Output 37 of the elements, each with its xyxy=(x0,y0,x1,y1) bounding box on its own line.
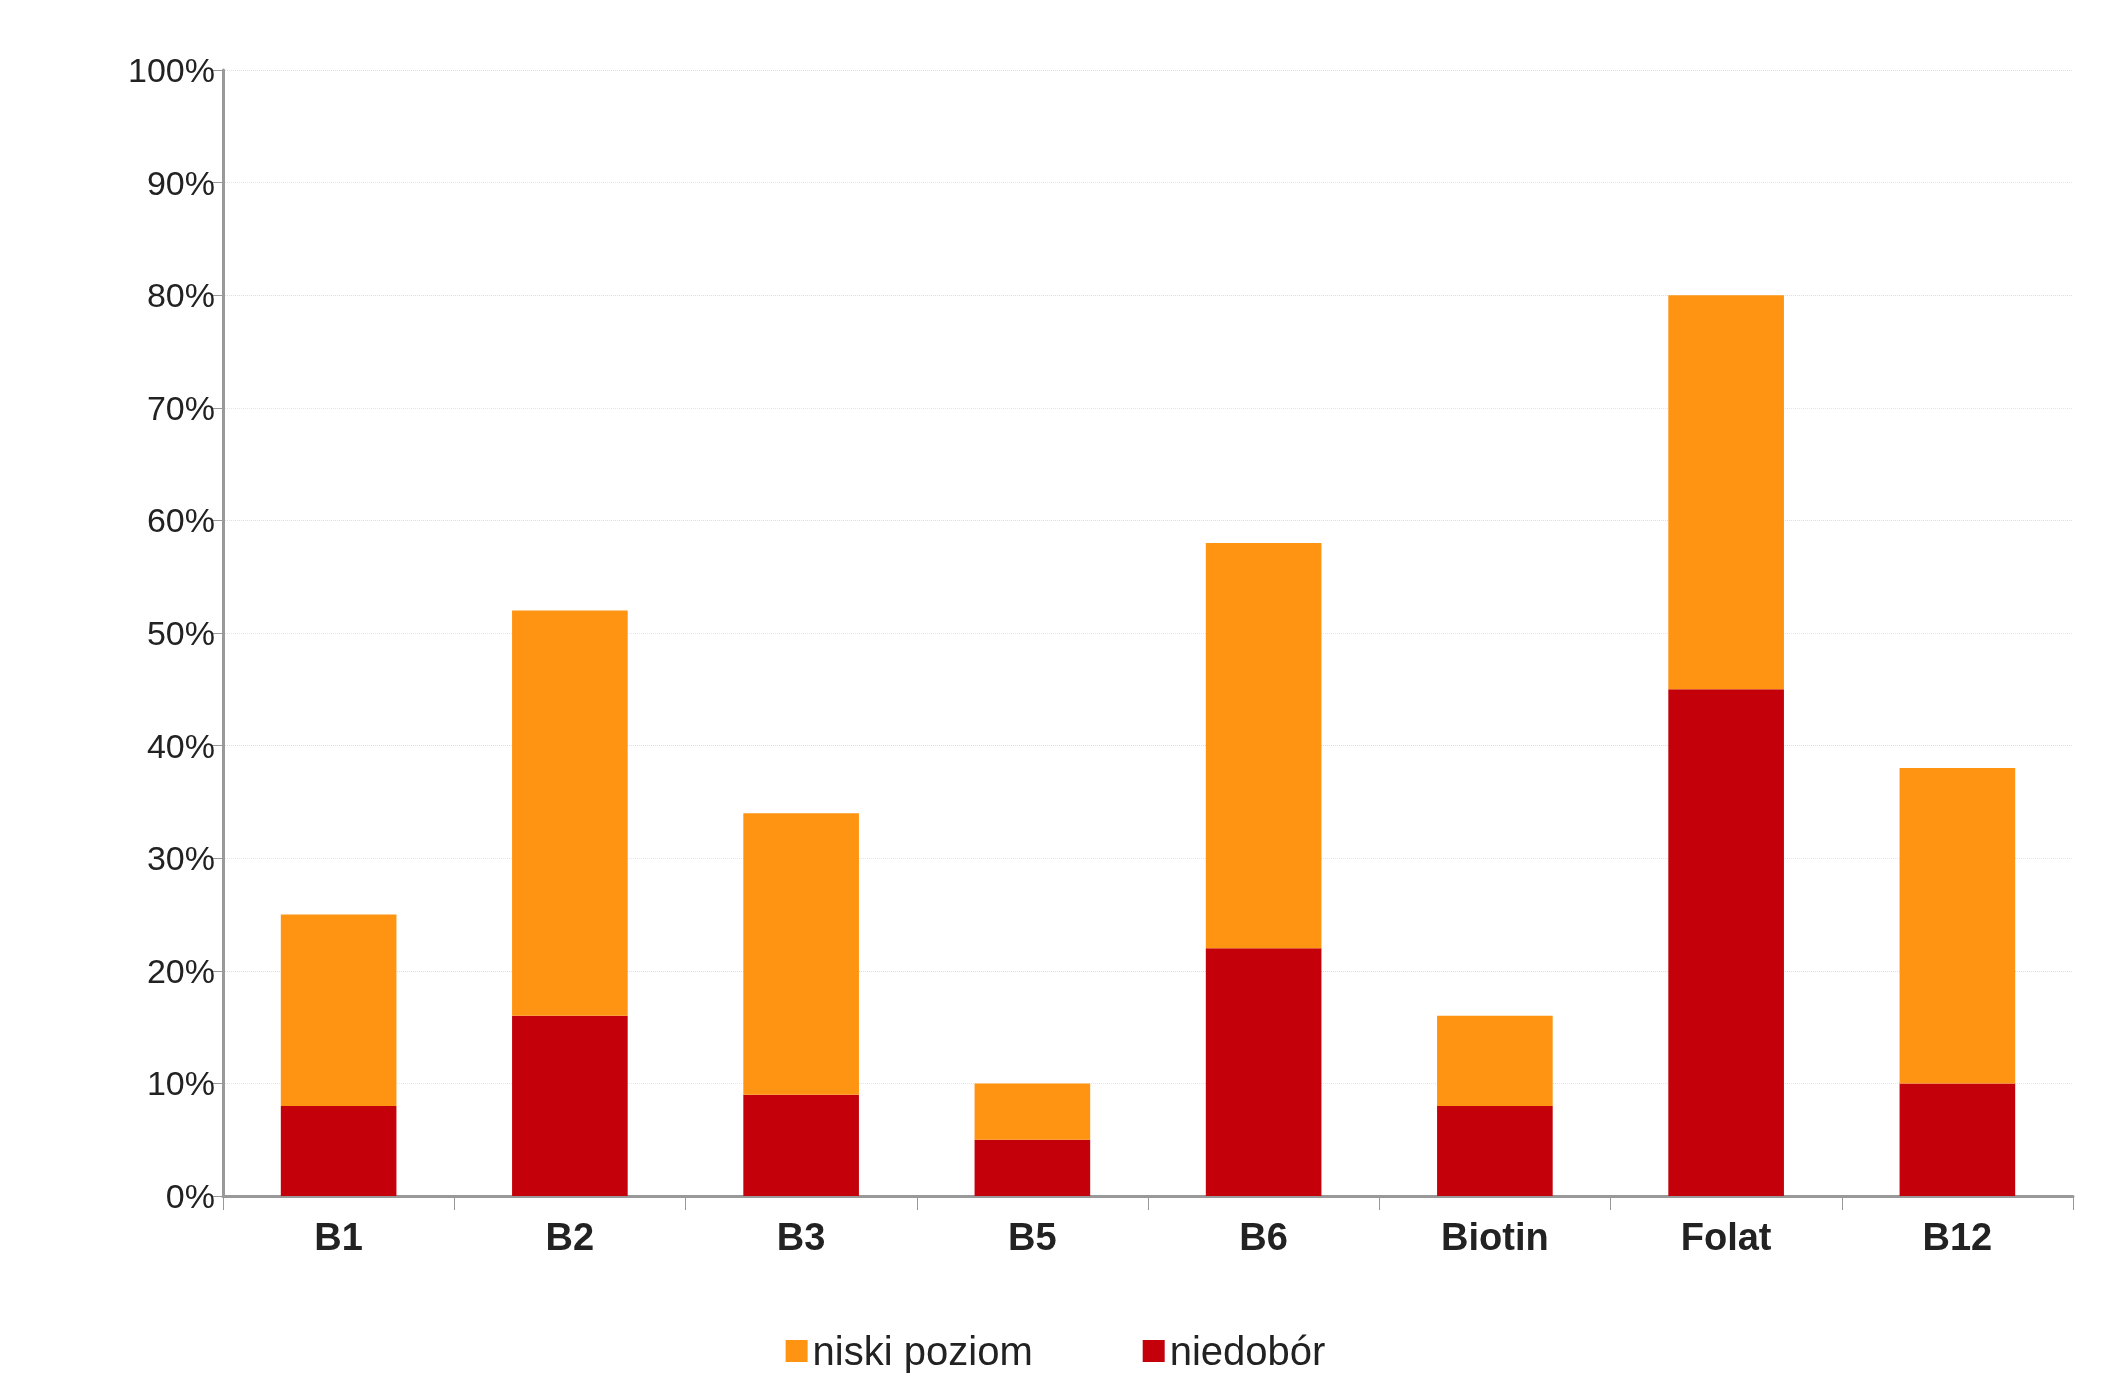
bar xyxy=(1205,542,1322,949)
bar xyxy=(1437,1015,1553,1106)
bar xyxy=(743,1094,859,1196)
legend-label: niski poziom xyxy=(812,1329,1033,1373)
bar xyxy=(280,914,397,1106)
y-tick-label: 100% xyxy=(128,51,215,89)
bar xyxy=(743,813,859,1095)
x-tick-label: B6 xyxy=(1239,1216,1288,1258)
bar xyxy=(280,1105,397,1196)
bar xyxy=(1205,948,1322,1196)
y-tick-label: 10% xyxy=(146,1064,215,1103)
y-tick-label: 0% xyxy=(165,1177,215,1215)
x-tick-label: B3 xyxy=(776,1216,826,1258)
bar xyxy=(512,610,628,1016)
y-tick-label: 50% xyxy=(146,614,215,652)
bar xyxy=(1668,689,1784,1196)
bar xyxy=(512,1015,628,1196)
y-tick-label: 90% xyxy=(146,163,215,202)
x-tick-label: B12 xyxy=(1922,1216,1993,1258)
x-tick-label: B1 xyxy=(314,1216,363,1258)
bar xyxy=(1899,1083,2016,1196)
y-tick-label: 20% xyxy=(146,951,215,990)
bar xyxy=(1668,295,1784,690)
x-tick-label: B5 xyxy=(1008,1216,1057,1258)
y-tick-label: 60% xyxy=(146,501,215,540)
y-tick-label: 80% xyxy=(146,276,215,315)
bar xyxy=(974,1083,1091,1140)
x-tick-label: B2 xyxy=(545,1216,595,1258)
x-tick-label: Biotin xyxy=(1441,1216,1549,1258)
bar xyxy=(1899,768,2016,1084)
x-tick-label: Folat xyxy=(1680,1216,1772,1258)
y-tick-label: 70% xyxy=(146,388,215,427)
y-tick-label: 40% xyxy=(146,726,215,765)
bar xyxy=(1437,1105,1553,1196)
y-tick-label: 30% xyxy=(146,839,215,878)
legend-label: niedobór xyxy=(1169,1329,1326,1373)
bar xyxy=(974,1139,1091,1196)
